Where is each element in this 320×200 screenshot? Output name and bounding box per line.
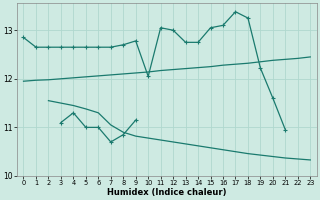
X-axis label: Humidex (Indice chaleur): Humidex (Indice chaleur)	[107, 188, 227, 197]
